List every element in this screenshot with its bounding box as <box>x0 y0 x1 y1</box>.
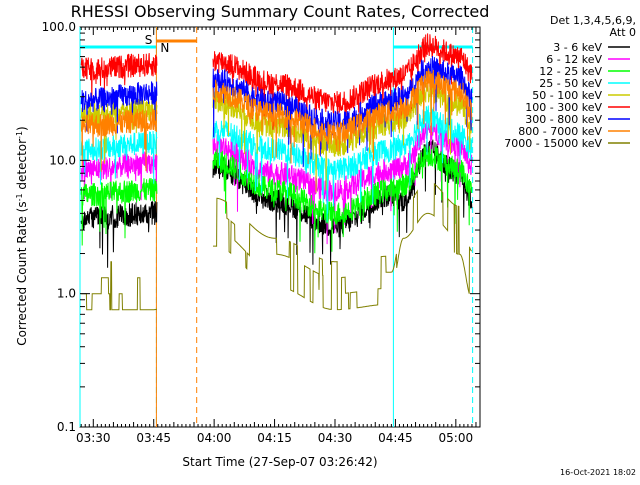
x-tick-label: 03:45 <box>136 431 171 445</box>
legend-entry: 25 - 50 keV <box>539 77 602 90</box>
legend-entry: 800 - 7000 keV <box>518 125 602 138</box>
y-axis-title-superscript: -1 <box>15 131 24 139</box>
y-axis-title-part: detector <box>15 139 29 194</box>
x-axis-title: Start Time (27-Sep-07 03:26:42) <box>182 455 377 469</box>
series-line <box>80 145 473 254</box>
x-tick-label: 04:45 <box>378 431 413 445</box>
y-tick-label: 10.0 <box>49 153 76 167</box>
legend-entry: 300 - 800 keV <box>525 113 602 126</box>
legend-entry: 100 - 300 keV <box>525 101 602 114</box>
x-tick-label: 04:00 <box>197 431 232 445</box>
legend-entry: 50 - 100 keV <box>532 89 602 102</box>
y-tick-label: 0.1 <box>57 420 76 434</box>
y-tick-label: 100.0 <box>42 20 76 34</box>
generation-timestamp: 16-Oct-2021 18:02 <box>560 468 636 477</box>
series-line <box>80 68 473 172</box>
legend-entry: 7000 - 15000 keV <box>504 137 602 150</box>
x-tick-label: 05:00 <box>439 431 474 445</box>
chart-title: RHESSI Observing Summary Count Rates, Co… <box>71 2 490 21</box>
legend-entry: 12 - 25 keV <box>539 65 602 78</box>
series-line <box>80 33 473 133</box>
night-label: N <box>160 41 169 55</box>
legend-header: Att 0 <box>610 26 636 39</box>
y-axis-title-superscript: -1 <box>15 193 24 201</box>
saa-label: S <box>145 33 153 47</box>
series-line <box>81 182 473 311</box>
y-tick-label: 1.0 <box>57 287 76 301</box>
x-tick-label: 04:30 <box>318 431 353 445</box>
x-tick-label: 04:15 <box>257 431 292 445</box>
legend-header: Det 1,3,4,5,6,9, <box>550 14 636 27</box>
series-line <box>80 139 473 268</box>
y-axis-title-part: ) <box>15 126 29 131</box>
legend-entry: 6 - 12 keV <box>546 53 602 66</box>
x-tick-label: 03:30 <box>76 431 111 445</box>
legend-entry: 3 - 6 keV <box>553 41 602 54</box>
y-axis-title-part: Corrected Count Rate (s <box>15 201 29 345</box>
y-axis-title: Corrected Count Rate (s-1 detector-1) <box>15 126 30 345</box>
